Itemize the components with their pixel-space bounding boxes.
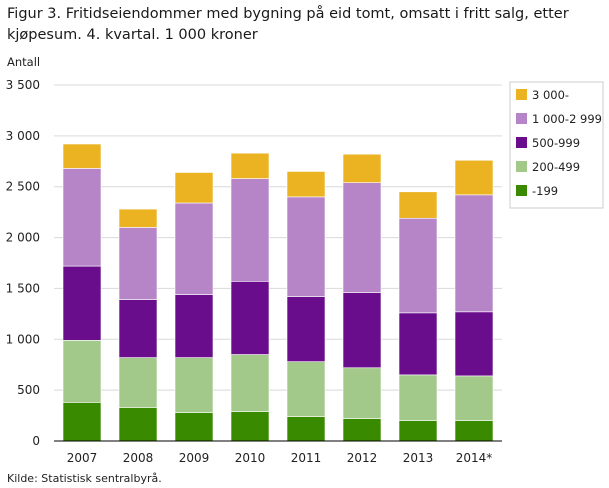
bar-segment xyxy=(342,367,382,419)
bar-segment xyxy=(286,361,326,417)
bar-segment xyxy=(230,281,270,355)
legend-swatch xyxy=(516,161,527,172)
bar-segment xyxy=(342,292,382,369)
legend: 3 000- 1 000-2 999 500-999 200-499 -199 xyxy=(509,81,604,209)
bar-segment xyxy=(174,357,214,413)
bar-segment xyxy=(454,311,494,377)
x-tick-label: 2011 xyxy=(291,451,322,465)
y-tick-label: 2 000 xyxy=(6,231,40,245)
bar-segment xyxy=(454,420,494,442)
bar-segment xyxy=(286,296,326,362)
x-tick-label: 2010 xyxy=(235,451,266,465)
x-tick-label: 2008 xyxy=(123,451,154,465)
y-tick-label: 2 500 xyxy=(6,180,40,194)
bars xyxy=(62,143,494,442)
bar-segment xyxy=(62,402,102,442)
legend-label: 200-499 xyxy=(532,160,580,174)
y-tick-label: 500 xyxy=(17,383,40,397)
y-tick-label: 1 000 xyxy=(6,332,40,346)
bar-segment xyxy=(398,420,438,442)
bar-segment xyxy=(62,265,102,341)
legend-label: 3 000- xyxy=(532,88,569,102)
bar-segment xyxy=(230,354,270,412)
legend-swatch xyxy=(516,89,527,100)
bar-segment xyxy=(118,227,158,300)
y-tick-label: 1 500 xyxy=(6,281,40,295)
bar-segment xyxy=(454,159,494,196)
source-note: Kilde: Statistisk sentralbyrå. xyxy=(7,472,162,485)
chart-title: Figur 3. Fritidseiendommer med bygning p… xyxy=(7,6,569,43)
bar-segment xyxy=(62,143,102,169)
bar-segment xyxy=(62,168,102,267)
y-axis-ticks: 0 500 1 000 1 500 2 000 2 500 3 000 3 500 xyxy=(6,78,40,448)
bar-segment xyxy=(398,217,438,314)
bar-segment xyxy=(174,294,214,358)
y-tick-label: 0 xyxy=(32,434,40,448)
y-axis-label: Antall xyxy=(7,55,41,69)
bar-segment xyxy=(230,411,270,442)
bar-segment xyxy=(118,407,158,442)
x-tick-label: 2012 xyxy=(347,451,378,465)
bar-segment xyxy=(286,196,326,297)
x-tick-label: 2014* xyxy=(456,451,493,465)
legend-label: -199 xyxy=(532,184,558,198)
legend-label: 500-999 xyxy=(532,136,580,150)
legend-swatch xyxy=(516,113,527,124)
bar-segment xyxy=(398,191,438,219)
bar-segment xyxy=(398,312,438,376)
bar-segment xyxy=(342,153,382,183)
x-tick-label: 2009 xyxy=(179,451,210,465)
bar-segment xyxy=(454,375,494,421)
bar-segment xyxy=(342,182,382,293)
bar-segment xyxy=(174,202,214,295)
x-axis-ticks: 2007 2008 2009 2010 2011 2012 2013 2014* xyxy=(67,451,493,465)
bar-segment xyxy=(342,418,382,442)
legend-label: 1 000-2 999 xyxy=(532,112,602,126)
bar-segment xyxy=(62,340,102,403)
bar-segment xyxy=(398,374,438,421)
bar-segment xyxy=(118,208,158,228)
bar-segment xyxy=(118,357,158,408)
y-tick-label: 3 000 xyxy=(6,129,40,143)
bar-segment xyxy=(286,416,326,442)
legend-swatch xyxy=(516,185,527,196)
bar-segment xyxy=(174,412,214,442)
legend-swatch xyxy=(516,137,527,148)
bar-segment xyxy=(454,194,494,313)
bar-segment xyxy=(230,178,270,282)
x-tick-label: 2007 xyxy=(67,451,98,465)
y-tick-label: 3 500 xyxy=(6,78,40,92)
x-tick-label: 2013 xyxy=(403,451,434,465)
bar-segment xyxy=(174,172,214,204)
bar-segment xyxy=(230,152,270,179)
bar-segment xyxy=(118,299,158,358)
bar-segment xyxy=(286,171,326,198)
